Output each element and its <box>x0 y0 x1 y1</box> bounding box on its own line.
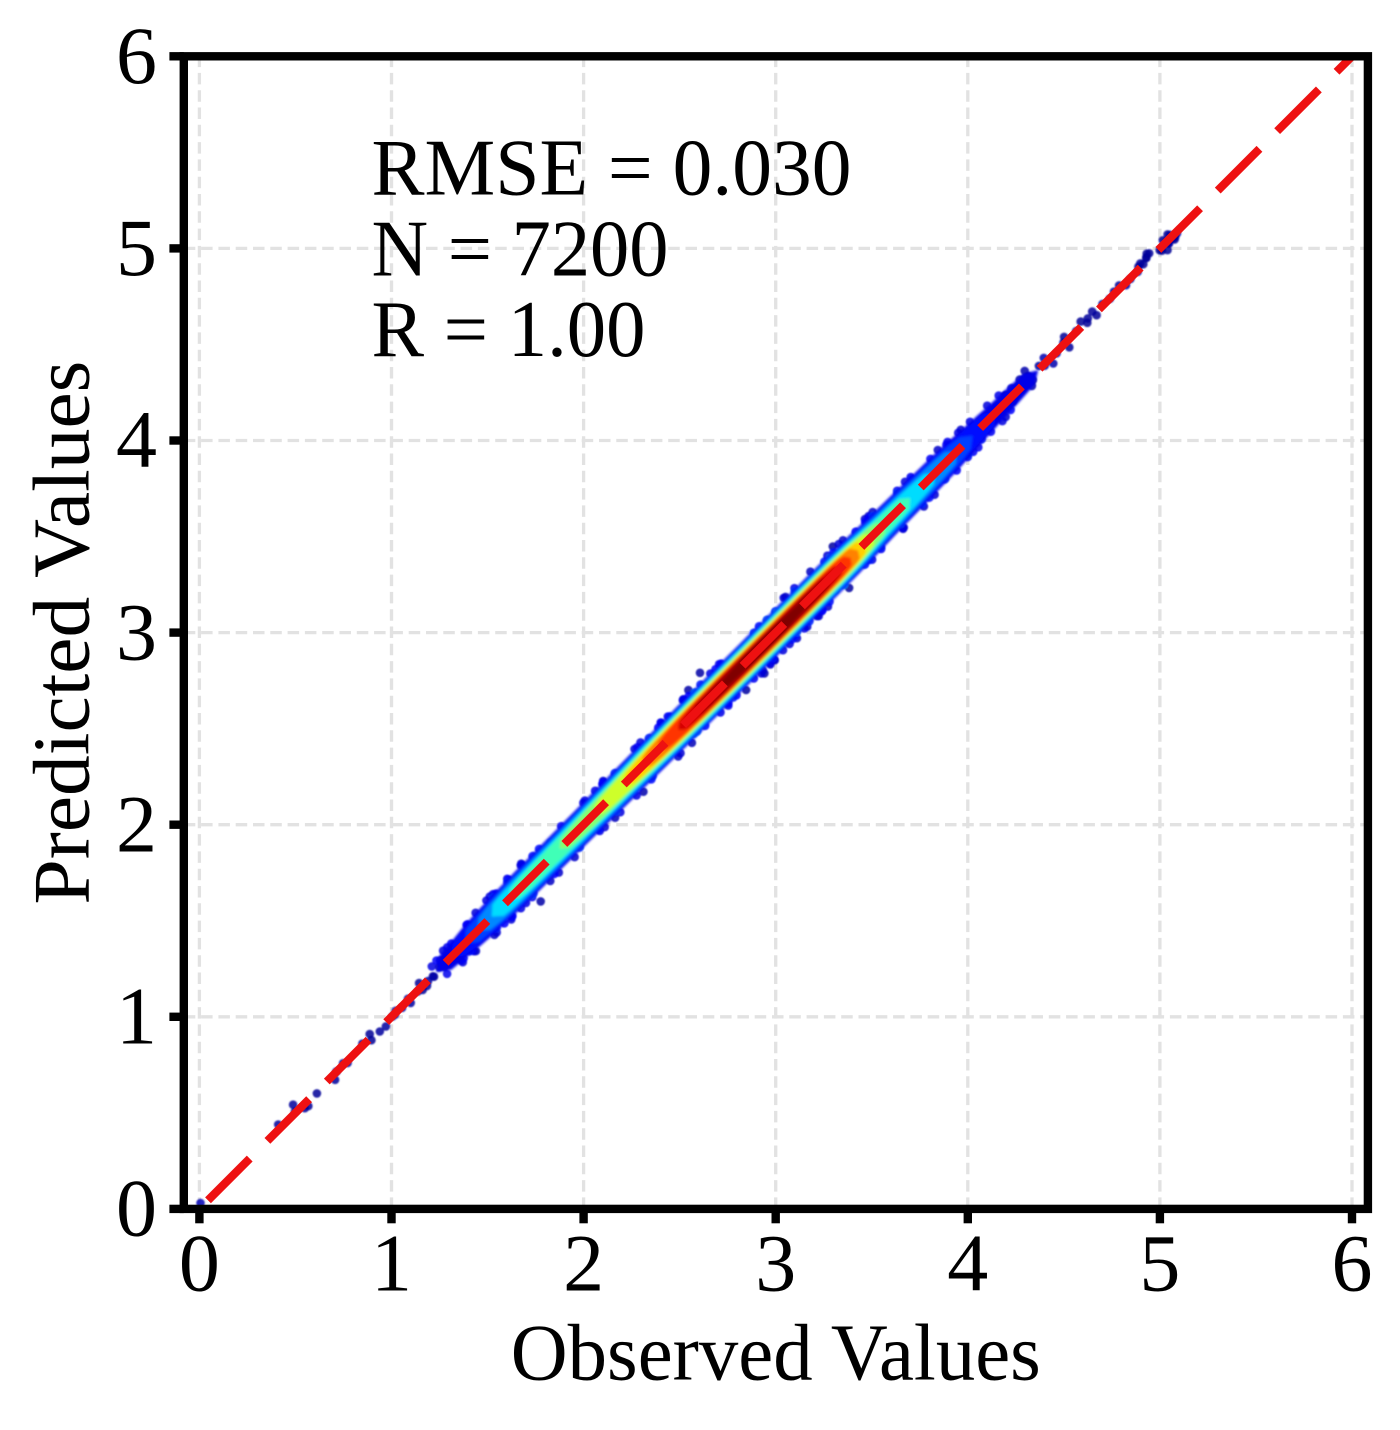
svg-text:Observed Values: Observed Values <box>511 1310 1041 1398</box>
svg-text:4: 4 <box>947 1218 988 1309</box>
svg-text:2: 2 <box>116 778 157 869</box>
svg-text:R = 1.00: R = 1.00 <box>372 286 646 374</box>
svg-text:6: 6 <box>116 10 157 101</box>
svg-text:5: 5 <box>1139 1218 1180 1309</box>
svg-text:1: 1 <box>116 971 157 1062</box>
svg-text:RMSE = 0.030: RMSE = 0.030 <box>372 125 852 213</box>
svg-text:4: 4 <box>116 394 157 485</box>
svg-text:0: 0 <box>179 1218 220 1309</box>
svg-text:Predicted Values: Predicted Values <box>19 361 107 905</box>
svg-text:1: 1 <box>371 1218 412 1309</box>
svg-text:5: 5 <box>116 202 157 293</box>
svg-text:6: 6 <box>1332 1218 1373 1309</box>
svg-text:2: 2 <box>563 1218 604 1309</box>
svg-text:3: 3 <box>116 586 157 677</box>
svg-text:N = 7200: N = 7200 <box>372 205 669 293</box>
svg-text:0: 0 <box>116 1163 157 1254</box>
svg-text:3: 3 <box>755 1218 796 1309</box>
